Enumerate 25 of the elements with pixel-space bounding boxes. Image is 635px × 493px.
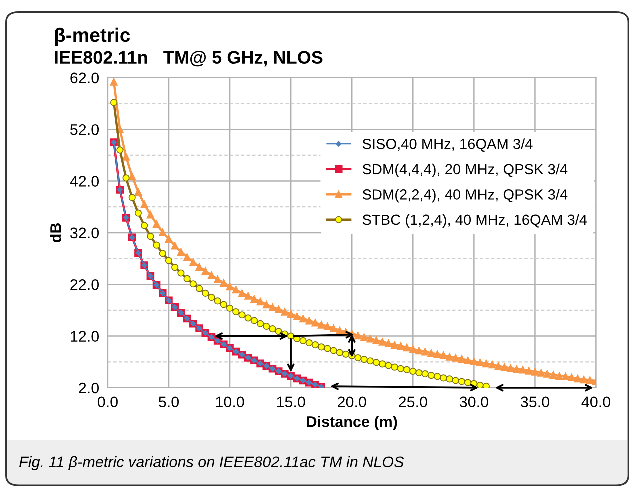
y-axis-title: dB xyxy=(50,223,62,242)
x-tick-label: 5.0 xyxy=(158,396,180,408)
x-axis-title: Distance (m) xyxy=(307,416,398,430)
legend-label: SDM(4,4,4), 20 MHz, QPSK 3/4 xyxy=(362,164,568,178)
y-tick-label: 62.0 xyxy=(70,72,100,84)
x-tick-label: 15.0 xyxy=(277,396,306,408)
y-tick-label: 22.0 xyxy=(70,279,100,290)
x-tick-label: 10.0 xyxy=(216,396,244,408)
y-tick-label: 2.0 xyxy=(79,382,100,394)
x-tick-label: 0.0 xyxy=(98,396,118,408)
x-tick-label: 30.0 xyxy=(460,396,488,408)
legend-label: SISO,40 MHz, 16QAM 3/4 xyxy=(362,138,533,152)
chart-subtitle: IEE802.11n TM@ 5 GHz, NLOS xyxy=(55,51,323,67)
chart-title: β-metric xyxy=(55,28,130,46)
x-tick-label: 25.0 xyxy=(399,396,428,408)
y-tick-label: 32.0 xyxy=(70,228,100,239)
legend-label: SDM(2,2,4), 40 MHz, QPSK 3/4 xyxy=(362,189,568,203)
y-tick-label: 42.0 xyxy=(70,176,100,187)
y-tick-label: 12.0 xyxy=(71,331,100,342)
x-tick-label: 20.0 xyxy=(338,396,366,408)
x-tick-label: 35.0 xyxy=(520,396,550,408)
caption: Fig. 11 β-metric variations on IEEE802.11ac TM in NLOS xyxy=(20,456,404,471)
y-tick-label: 52.0 xyxy=(70,124,100,136)
x-tick-label: 40.0 xyxy=(582,396,611,408)
legend-label: STBC (1,2,4), 40 MHz, 16QAM 3/4 xyxy=(362,214,588,228)
